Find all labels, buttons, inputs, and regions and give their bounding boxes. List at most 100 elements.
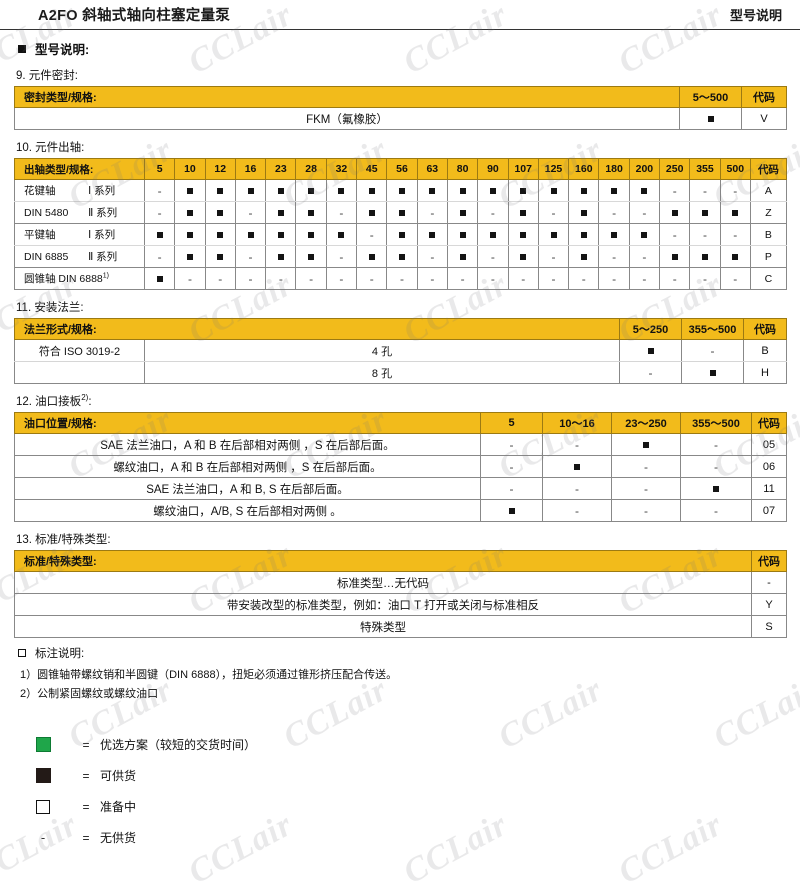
square-marker-icon xyxy=(277,209,284,216)
section-label-port-note: 2) xyxy=(81,393,89,403)
note-item: 1）圆锥轴带螺纹销和半圆键（DIN 6888），扭矩必须通过锥形挤压配合传送。 xyxy=(20,669,398,681)
dash-marker-icon: - xyxy=(714,459,718,474)
shaft-header-size-63: 63 xyxy=(416,158,448,180)
dash-marker-icon: - xyxy=(644,459,648,474)
port-cell: - xyxy=(680,433,752,456)
dash-marker-icon: - xyxy=(672,227,677,242)
shaft-cell xyxy=(295,245,327,268)
dash-marker-icon: - xyxy=(733,271,738,286)
shaft-cell xyxy=(234,223,267,246)
white-square-icon xyxy=(36,799,50,814)
dash-marker-icon: - xyxy=(702,227,707,242)
table-row: 圆锥轴 DIN 68881) - - - - - - - - - - - - - - - - - - - C xyxy=(14,267,787,290)
port-row-code: 06 xyxy=(751,455,787,478)
dash-marker-icon: - xyxy=(187,271,192,286)
shaft-cell xyxy=(174,179,206,202)
square-marker-icon xyxy=(520,187,527,194)
note-item: 2）公制紧固螺纹或螺纹油口 xyxy=(20,688,159,700)
square-marker-icon xyxy=(338,187,345,194)
shaft-cell: - xyxy=(719,223,751,246)
square-marker-icon xyxy=(338,231,345,238)
dash-marker-icon: - xyxy=(702,183,707,198)
square-marker-icon xyxy=(399,187,406,194)
shaft-cell: - xyxy=(537,201,570,224)
shaft-cell: - xyxy=(325,267,358,290)
shaft-cell xyxy=(507,179,539,202)
square-marker-icon xyxy=(308,187,315,194)
port-cell xyxy=(542,455,612,478)
shaft-cell xyxy=(325,223,358,246)
shaft-cell xyxy=(628,179,661,202)
port-header-0: 油口位置/规格: xyxy=(14,412,481,434)
shaft-cell: - xyxy=(204,267,236,290)
shaft-row-series: Ⅰ 系列 xyxy=(82,179,146,202)
shaft-cell: - xyxy=(143,245,176,268)
square-marker-icon xyxy=(713,485,719,492)
seal-header-type: 密封类型/规格: xyxy=(14,86,680,108)
shaft-row-name: 圆锥轴 DIN 68881) xyxy=(14,267,145,290)
shaft-cell: - xyxy=(659,267,691,290)
dash-marker-icon: - xyxy=(714,503,718,518)
seal-cell-avail xyxy=(679,107,742,130)
shaft-cell: - xyxy=(598,245,630,268)
legend-equals: = xyxy=(82,737,90,752)
legend-label: 可供货 xyxy=(100,769,137,783)
square-marker-icon xyxy=(277,231,284,238)
dash-marker-icon: - xyxy=(157,183,162,198)
square-marker-icon xyxy=(247,187,254,194)
shaft-header-size-56: 56 xyxy=(386,158,418,180)
shaft-cell xyxy=(568,179,600,202)
shaft-cell xyxy=(628,223,661,246)
table-header-row: 密封类型/规格: 5～500 代码 xyxy=(14,86,787,108)
square-marker-icon xyxy=(580,231,587,238)
square-marker-icon xyxy=(399,209,406,216)
shaft-header-size-180: 180 xyxy=(598,158,630,180)
square-marker-icon xyxy=(217,253,224,260)
shaft-cell xyxy=(689,245,721,268)
shaft-cell xyxy=(204,201,236,224)
dash-marker-icon: - xyxy=(551,271,556,286)
dash-marker-icon: - xyxy=(248,271,253,286)
std-row-label: 特殊类型 xyxy=(14,615,752,638)
seal-row-code: V xyxy=(741,107,787,130)
shaft-cell: - xyxy=(507,267,539,290)
port-cell xyxy=(611,433,681,456)
shaft-header-type: 出轴类型/规格: xyxy=(14,158,145,180)
intro-bullet-text: 型号说明: xyxy=(35,43,90,57)
table-row: 花键轴 Ⅰ 系列 - - - - A xyxy=(14,179,787,202)
square-marker-icon xyxy=(217,231,224,238)
dash-marker-icon: - xyxy=(248,249,253,264)
black-square-icon xyxy=(35,768,51,783)
shaft-header-size-125: 125 xyxy=(537,158,570,180)
dash-marker-icon: - xyxy=(509,481,514,496)
dash-marker-icon: - xyxy=(612,249,617,264)
square-marker-icon xyxy=(429,231,436,238)
shaft-cell xyxy=(477,223,509,246)
flange-cell-1: - xyxy=(619,361,683,384)
shaft-cell: - xyxy=(477,267,509,290)
shaft-cell: - xyxy=(719,267,751,290)
square-marker-icon xyxy=(508,507,515,514)
seal-header-code: 代码 xyxy=(741,86,787,108)
port-cell xyxy=(680,477,752,500)
square-marker-icon xyxy=(550,231,557,238)
legend-equals: = xyxy=(82,768,90,783)
shaft-cell: - xyxy=(265,267,297,290)
shaft-cell: - xyxy=(568,267,600,290)
square-marker-icon xyxy=(643,441,649,448)
header-right-label: 型号说明 xyxy=(729,8,782,23)
dash-marker-icon: - xyxy=(509,437,514,452)
legend-row: = 准备中 xyxy=(14,791,786,822)
shaft-cell: - xyxy=(719,179,751,202)
square-marker-icon xyxy=(156,275,163,282)
dash-marker-icon: - xyxy=(157,205,162,220)
table-header-row: 出轴类型/规格: 5 10 12 16 23 28 32 45 56 63 80 90 107 125 160… xyxy=(14,158,787,180)
square-marker-icon xyxy=(489,187,496,194)
port-cell: - xyxy=(611,455,681,478)
shaft-header-size-28: 28 xyxy=(295,158,327,180)
shaft-header-size-500: 500 xyxy=(719,158,751,180)
shaft-cell xyxy=(143,267,176,290)
shaft-cell: - xyxy=(234,267,267,290)
shaft-cell: - xyxy=(628,245,661,268)
shaft-row-name: 平键轴 xyxy=(14,223,83,246)
